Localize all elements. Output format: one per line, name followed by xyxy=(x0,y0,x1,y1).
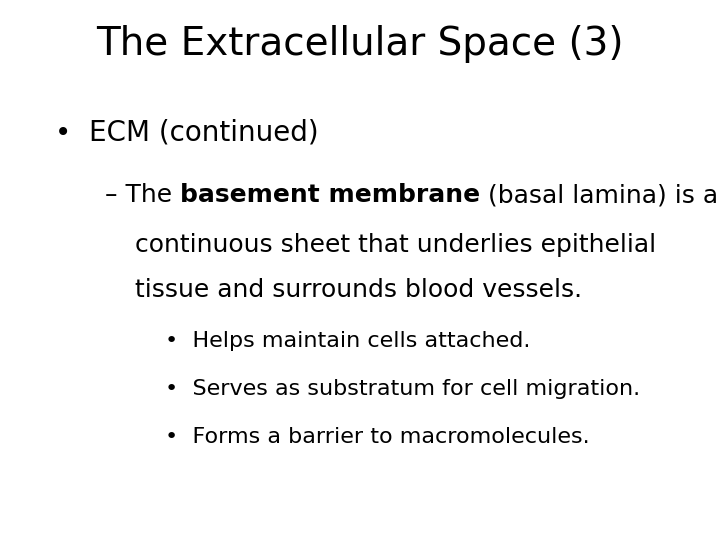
Text: •  ECM (continued): • ECM (continued) xyxy=(55,118,319,146)
Text: basement membrane: basement membrane xyxy=(180,183,480,207)
Text: tissue and surrounds blood vessels.: tissue and surrounds blood vessels. xyxy=(135,278,582,302)
Text: •  Forms a barrier to macromolecules.: • Forms a barrier to macromolecules. xyxy=(165,427,590,447)
Text: (basal lamina) is a: (basal lamina) is a xyxy=(480,183,719,207)
Text: continuous sheet that underlies epithelial: continuous sheet that underlies epitheli… xyxy=(135,233,656,257)
Text: •  Helps maintain cells attached.: • Helps maintain cells attached. xyxy=(165,331,531,351)
Text: •  Serves as substratum for cell migration.: • Serves as substratum for cell migratio… xyxy=(165,379,640,399)
Text: The Extracellular Space (3): The Extracellular Space (3) xyxy=(96,25,624,63)
Text: – The: – The xyxy=(105,183,180,207)
